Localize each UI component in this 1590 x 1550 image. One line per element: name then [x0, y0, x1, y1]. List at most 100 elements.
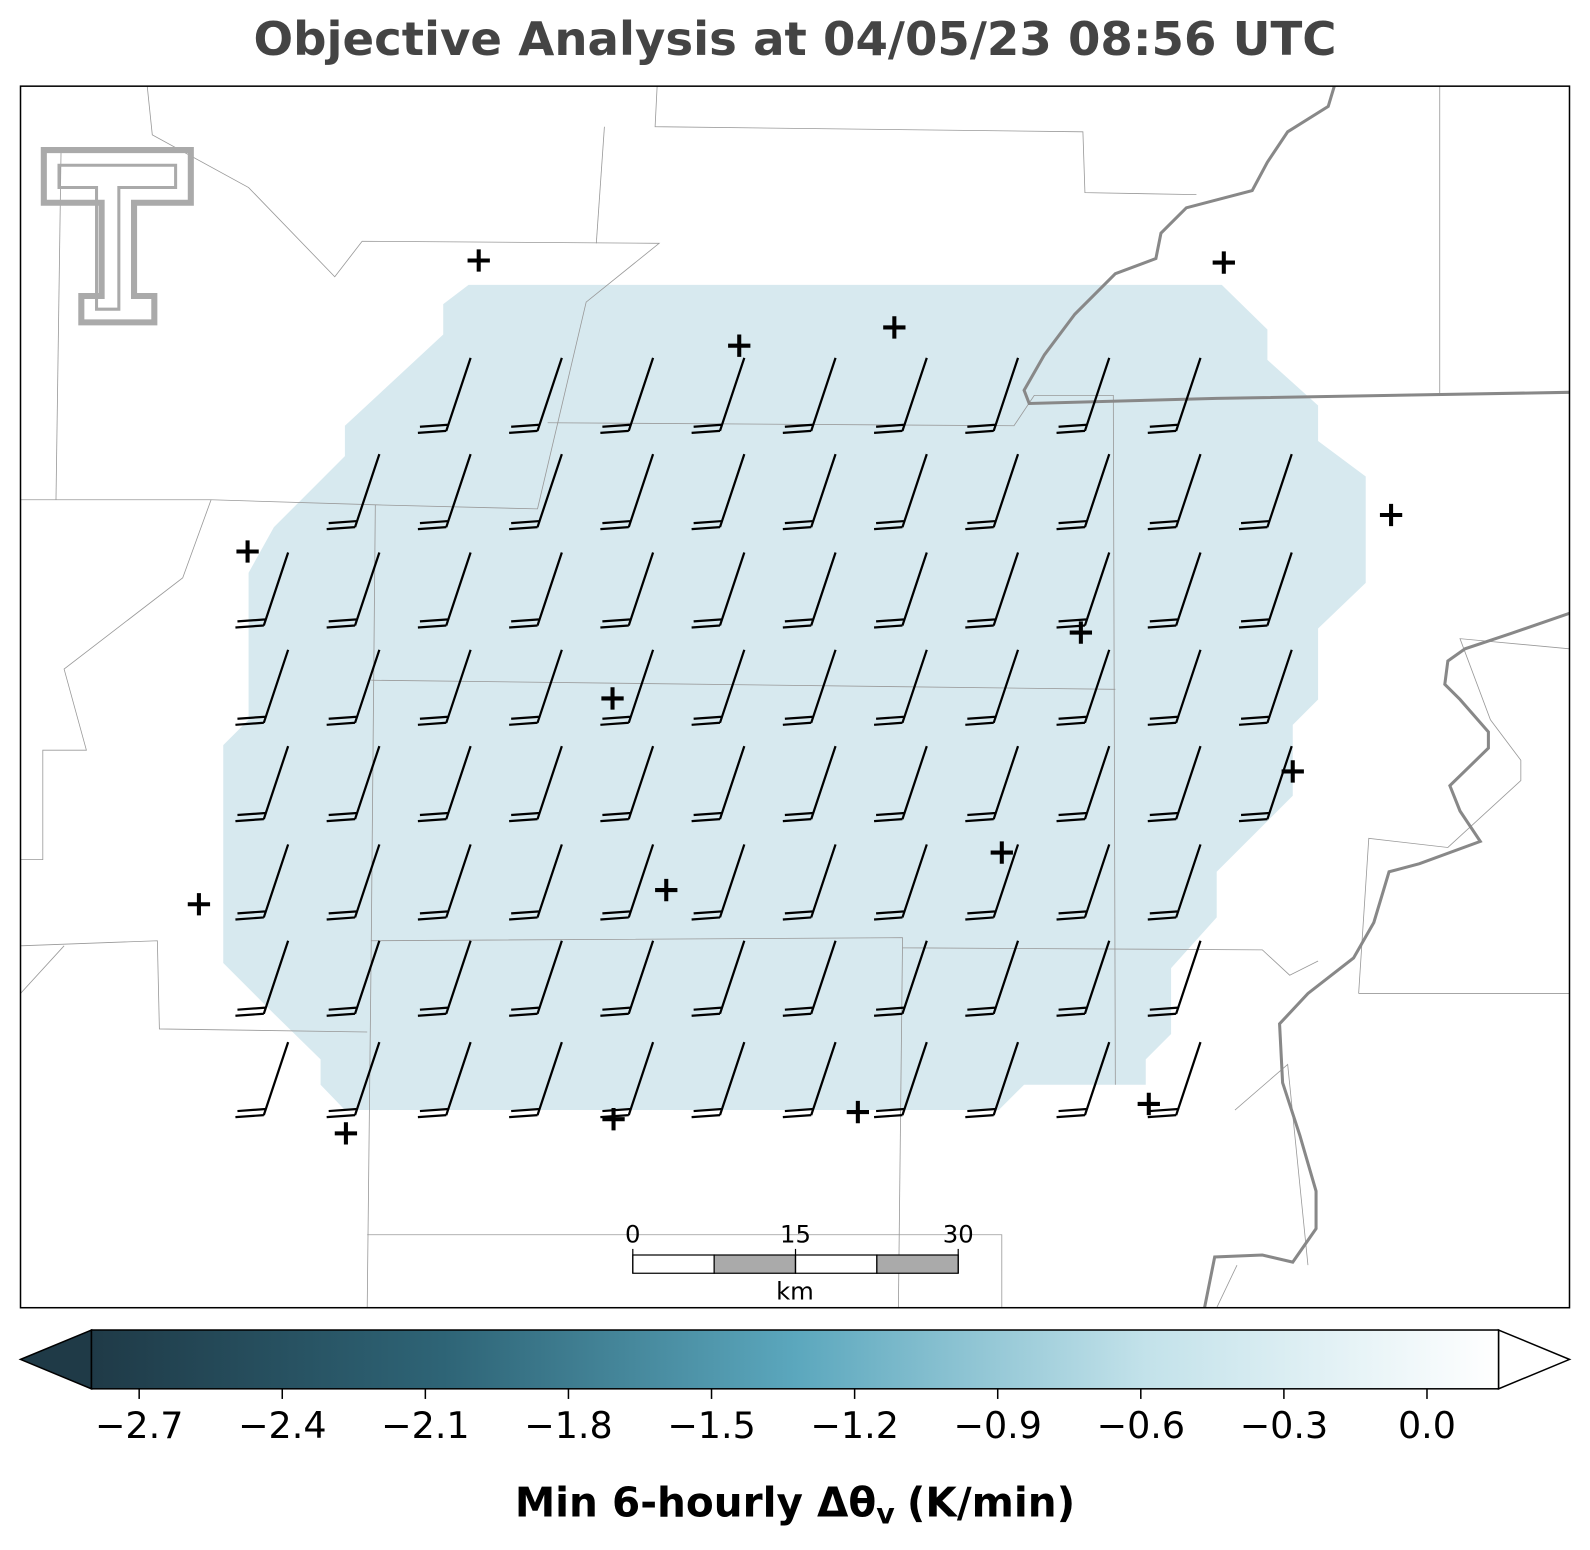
wind-barb [873, 552, 928, 629]
wind-barb [417, 1041, 472, 1119]
wind-barb [965, 357, 1020, 434]
wind-barb [1147, 357, 1202, 434]
colorbar-tick-label: −0.3 [1240, 1404, 1329, 1447]
wind-barb [1238, 649, 1293, 726]
scale-segment [794, 1254, 878, 1274]
wind-barb [417, 940, 472, 1017]
wind-barb [326, 649, 381, 726]
wind-barb [600, 453, 655, 531]
wind-barb [417, 844, 472, 921]
logo [40, 146, 194, 326]
colorbar-label-main: Min 6-hourly Δθ [515, 1478, 876, 1526]
station-marker [236, 540, 259, 563]
wind-barb [326, 844, 381, 921]
title: Objective Analysis at 04/05/23 08:56 UTC [253, 12, 1336, 66]
station-marker [601, 687, 624, 710]
wind-barb [509, 1041, 563, 1119]
wind-barb [1147, 745, 1202, 823]
wind-barb [691, 745, 746, 823]
station-marker [1212, 251, 1235, 274]
wind-barb [417, 745, 472, 823]
wind-barb [509, 844, 563, 921]
wind-barb [235, 1041, 290, 1119]
wind-barb [1056, 649, 1111, 726]
wind-barbs [235, 357, 1293, 1119]
scale-segment [713, 1254, 797, 1274]
station-marker [1137, 1092, 1160, 1116]
colorbar-tick-label: −2.7 [95, 1404, 184, 1447]
wind-barb [326, 940, 381, 1017]
wind-barb [1147, 844, 1202, 921]
colorbar-extend-low [18, 1328, 93, 1390]
station-marker [187, 893, 211, 916]
station-marker [467, 249, 490, 272]
colorbar-label-unit: (K/min) [907, 1478, 1075, 1526]
wind-barb [1238, 453, 1293, 531]
wind-barb [873, 649, 928, 726]
wind-barb [235, 940, 290, 1017]
colorbar-tick-label: −0.9 [953, 1404, 1042, 1447]
station-marker [883, 316, 906, 339]
colorbar-label: Min 6-hourly Δθv (K/min) [515, 1478, 1075, 1530]
scale-segment [632, 1254, 715, 1274]
wind-barb [873, 745, 928, 823]
wind-barb [691, 453, 746, 531]
station-marker [728, 334, 751, 357]
wind-barb [509, 745, 563, 823]
wind-barb [965, 453, 1020, 531]
wind-barb [1147, 649, 1202, 726]
wind-barb [235, 844, 290, 921]
wind-barb [509, 357, 563, 434]
wind-barb [600, 649, 655, 726]
wind-barb [873, 357, 928, 434]
colorbar-tick-label: −2.1 [381, 1404, 470, 1447]
colorbar-tick-label: −1.8 [524, 1404, 613, 1447]
station-marker [1379, 503, 1403, 527]
wind-barb [509, 649, 563, 726]
scale-bar: km 0 15 30 [625, 1220, 974, 1306]
rivers [1022, 86, 1570, 1308]
colorbar-label-sub: v [876, 1498, 895, 1531]
wind-barb [600, 940, 655, 1017]
colorbar-body [90, 1329, 1500, 1390]
wind-barb [1056, 745, 1111, 823]
colorbar-extend-high [1497, 1328, 1572, 1390]
wind-barb [965, 940, 1020, 1017]
wind-barb [509, 940, 563, 1017]
wind-barb [600, 552, 655, 629]
colorbar-tick-label: 0.0 [1398, 1404, 1456, 1447]
station-marker [602, 1108, 625, 1131]
wind-barb [965, 1041, 1020, 1119]
wind-barb [782, 453, 837, 531]
wind-barb [782, 745, 837, 823]
wind-barb [1147, 940, 1202, 1017]
map-frame [19, 85, 1571, 1309]
wind-barb [691, 649, 746, 726]
wind-barb [1238, 745, 1293, 823]
station-marker [1069, 621, 1093, 644]
wind-barb [691, 552, 746, 629]
colorbar-tick-label: −1.2 [810, 1404, 899, 1447]
wind-barb [509, 552, 563, 629]
scale-unit: km [776, 1277, 814, 1306]
station-marker [846, 1100, 870, 1124]
station-marker [1281, 760, 1304, 783]
wind-barb [873, 940, 928, 1017]
station-marker [334, 1122, 358, 1145]
wind-barb [965, 649, 1020, 726]
colorbar: −2.7 −2.4 −2.1 −1.8 −1.5 −1.2 −0.9 −0.6 −0.3 0.0 [18, 1328, 1572, 1447]
wind-barb [965, 745, 1020, 823]
wind-barb [417, 357, 472, 434]
scale-tick-label: 15 [780, 1220, 811, 1249]
wind-barb [600, 844, 655, 921]
analysis-field [223, 284, 1366, 1111]
wind-barb [873, 1041, 928, 1119]
wind-barb [1056, 1041, 1111, 1119]
wind-barb [326, 1041, 381, 1119]
wind-barb [691, 940, 746, 1017]
colorbar-tick-label: −2.4 [238, 1404, 327, 1447]
wind-barb [782, 1041, 837, 1119]
wind-barb [600, 745, 655, 823]
wind-barb [235, 649, 290, 726]
